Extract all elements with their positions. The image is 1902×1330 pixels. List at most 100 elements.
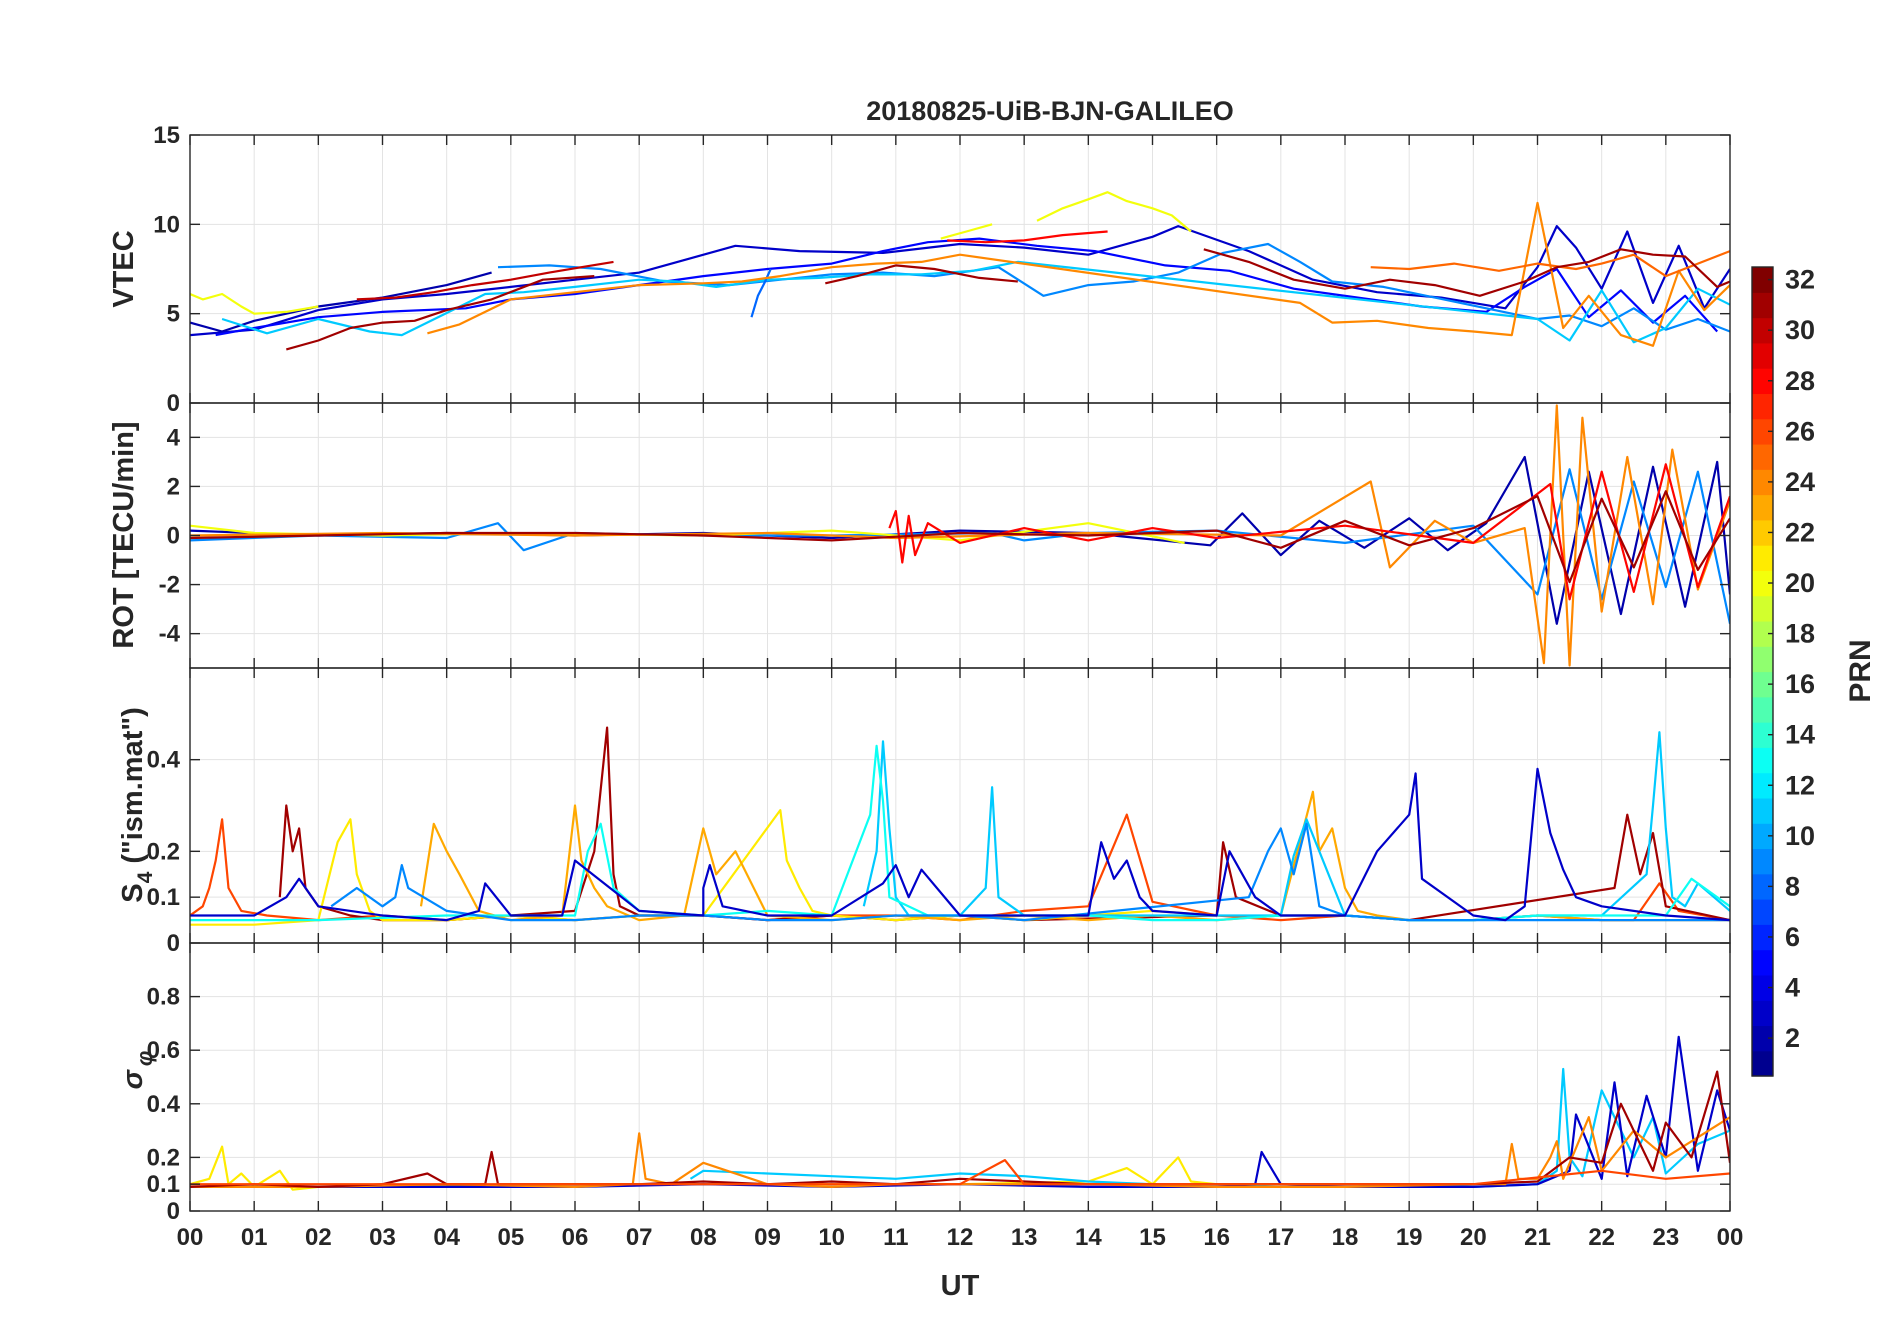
series-vtec-prn-30-15	[356, 260, 614, 301]
y-tick-label: -4	[159, 621, 181, 648]
colorbar-frame	[1751, 266, 1774, 1077]
colorbar-tick-label: 18	[1785, 619, 1815, 649]
x-tick-label: 17	[1267, 1224, 1294, 1251]
y-tick-label: 10	[153, 211, 180, 238]
y-tick-label: 0.1	[147, 884, 180, 911]
colorbar-band	[1752, 292, 1773, 319]
y-tick-label: 4	[167, 424, 181, 451]
x-tick-labels: 00 01 02 03 04 05 06 07 08 09 10 11 12 13 14 15 16 17 18 19…	[177, 1224, 1744, 1251]
x-tick-label: 04	[433, 1224, 460, 1251]
colorbar-band	[1752, 949, 1773, 976]
y-tick-label: 0	[167, 930, 180, 957]
series-vtec-prn-8-5	[750, 268, 772, 318]
panel-s4-plot	[190, 726, 1730, 926]
y-tick-label: 2	[167, 473, 180, 500]
colorbar-band	[1752, 595, 1773, 622]
panel-vtec-ylabel: VTEC	[108, 230, 140, 307]
panel-rot-ticks: -4 -2 0 2 4	[159, 403, 1731, 668]
series-rot-prn-28-4	[888, 463, 1730, 601]
colorbar-tick-label: 16	[1785, 669, 1815, 699]
series-s4-prn-3-7	[190, 767, 1730, 922]
series-vtec-prn-20-7	[1036, 191, 1192, 233]
panel-rot: -4 -2 0 2 4 ROT [TECU/min]	[108, 402, 1731, 669]
x-tick-label: 18	[1332, 1224, 1359, 1251]
x-tick-label: 05	[497, 1224, 524, 1251]
x-axis-label: UT	[941, 1270, 980, 1302]
colorbar-tick-label: 32	[1785, 265, 1815, 295]
colorbar-tick-label: 26	[1785, 416, 1815, 446]
y-tick-label: 0	[167, 1198, 180, 1225]
y-tick-label: 5	[167, 301, 180, 328]
panel-sigma: 00.10.2 0.4 0.6 0.8 σφ	[117, 942, 1731, 1225]
colorbar-band	[1752, 469, 1773, 496]
colorbar-band	[1752, 368, 1773, 395]
colorbar-tick-label: 2	[1785, 1023, 1800, 1053]
sigma-ylabel-main: σ	[117, 1068, 149, 1089]
x-tick-label: 12	[947, 1224, 974, 1251]
colorbar-tick-label: 30	[1785, 315, 1815, 345]
colorbar-band	[1752, 418, 1773, 445]
colorbar-band	[1752, 620, 1773, 647]
panel-sigma-ticks: 00.10.2 0.4 0.6 0.8	[147, 943, 1731, 1225]
x-tick-label: 19	[1396, 1224, 1423, 1251]
colorbar-tick-label: 12	[1785, 770, 1815, 800]
colorbar-band	[1752, 519, 1773, 546]
x-tick-label: 00	[1717, 1224, 1744, 1251]
y-tick-label: 0.4	[147, 747, 181, 774]
series-vtec-prn-25-10	[1370, 250, 1730, 278]
x-tick-label: 23	[1652, 1224, 1679, 1251]
x-tick-label: 11	[883, 1224, 908, 1251]
x-tick-label: 21	[1524, 1224, 1551, 1251]
colorbar-band	[1752, 342, 1773, 369]
x-tick-label: 01	[241, 1224, 268, 1251]
x-tick-label: 08	[690, 1224, 717, 1251]
series-vtec-prn-28-11	[947, 230, 1108, 244]
colorbar-band	[1752, 924, 1773, 951]
x-tick-label: 20	[1460, 1224, 1487, 1251]
series-s4-prn-11-4	[862, 731, 1730, 922]
panel-vtec-plot	[190, 191, 1730, 351]
panel-sigma-plot	[190, 1035, 1730, 1191]
panel-sigma-frame	[189, 942, 1731, 1212]
panel-vtec-ticks: 0 5 10 15	[153, 122, 1731, 417]
colorbar-tick-label: 24	[1785, 467, 1815, 497]
colorbar-band	[1752, 267, 1773, 293]
series-rot-prn-24-3	[190, 404, 1730, 667]
panel-sigma-ylabel: σφ	[117, 1051, 157, 1090]
colorbar-band	[1752, 873, 1773, 900]
y-tick-label: 0	[167, 523, 180, 550]
colorbar-band	[1752, 823, 1773, 850]
figure-title: 20180825-UiB-BJN-GALILEO	[866, 96, 1234, 126]
series-vtec-prn-11-4	[221, 260, 1730, 344]
series-vtec-prn-31-14	[1203, 248, 1730, 297]
colorbar-band	[1752, 494, 1773, 521]
series-sigma-prn-31-4	[190, 1070, 1730, 1189]
series-vtec-prn-24-9	[427, 201, 1730, 347]
y-tick-label: 0.4	[147, 1091, 181, 1118]
y-tick-label: 0	[167, 390, 180, 417]
series-vtec-prn-3-1	[190, 225, 1730, 337]
x-tick-label: 07	[626, 1224, 653, 1251]
colorbar-band	[1752, 722, 1773, 748]
series-vtec-prn-5-2	[215, 237, 1719, 337]
panel-vtec: 0 5 10 15 VTEC	[108, 122, 1731, 417]
y-tick-label: 15	[153, 122, 180, 149]
colorbar-band	[1752, 443, 1773, 470]
x-tick-label: 10	[818, 1224, 845, 1251]
colorbar-band	[1752, 671, 1773, 698]
series-vtec-prn-20-6	[190, 292, 319, 315]
colorbar-tick-label: 28	[1785, 366, 1815, 396]
colorbar-label: PRN	[1844, 639, 1877, 702]
y-tick-label: 0.6	[147, 1037, 180, 1064]
s4-ylabel-main: S	[117, 883, 149, 902]
colorbar-band	[1752, 797, 1773, 824]
panel-s4-ylabel: S4 ("ism.mat")	[117, 707, 157, 903]
s4-ylabel-sub: 4	[134, 871, 157, 883]
s4-ylabel-rest: ("ism.mat")	[117, 707, 149, 863]
colorbar-tick-label: 4	[1785, 973, 1800, 1003]
panel-s4-ticks: 0 0.1 0.2 0.4	[147, 668, 1731, 957]
series-vtec-prn-31-12	[286, 275, 595, 351]
y-tick-label: 0.2	[147, 838, 180, 865]
